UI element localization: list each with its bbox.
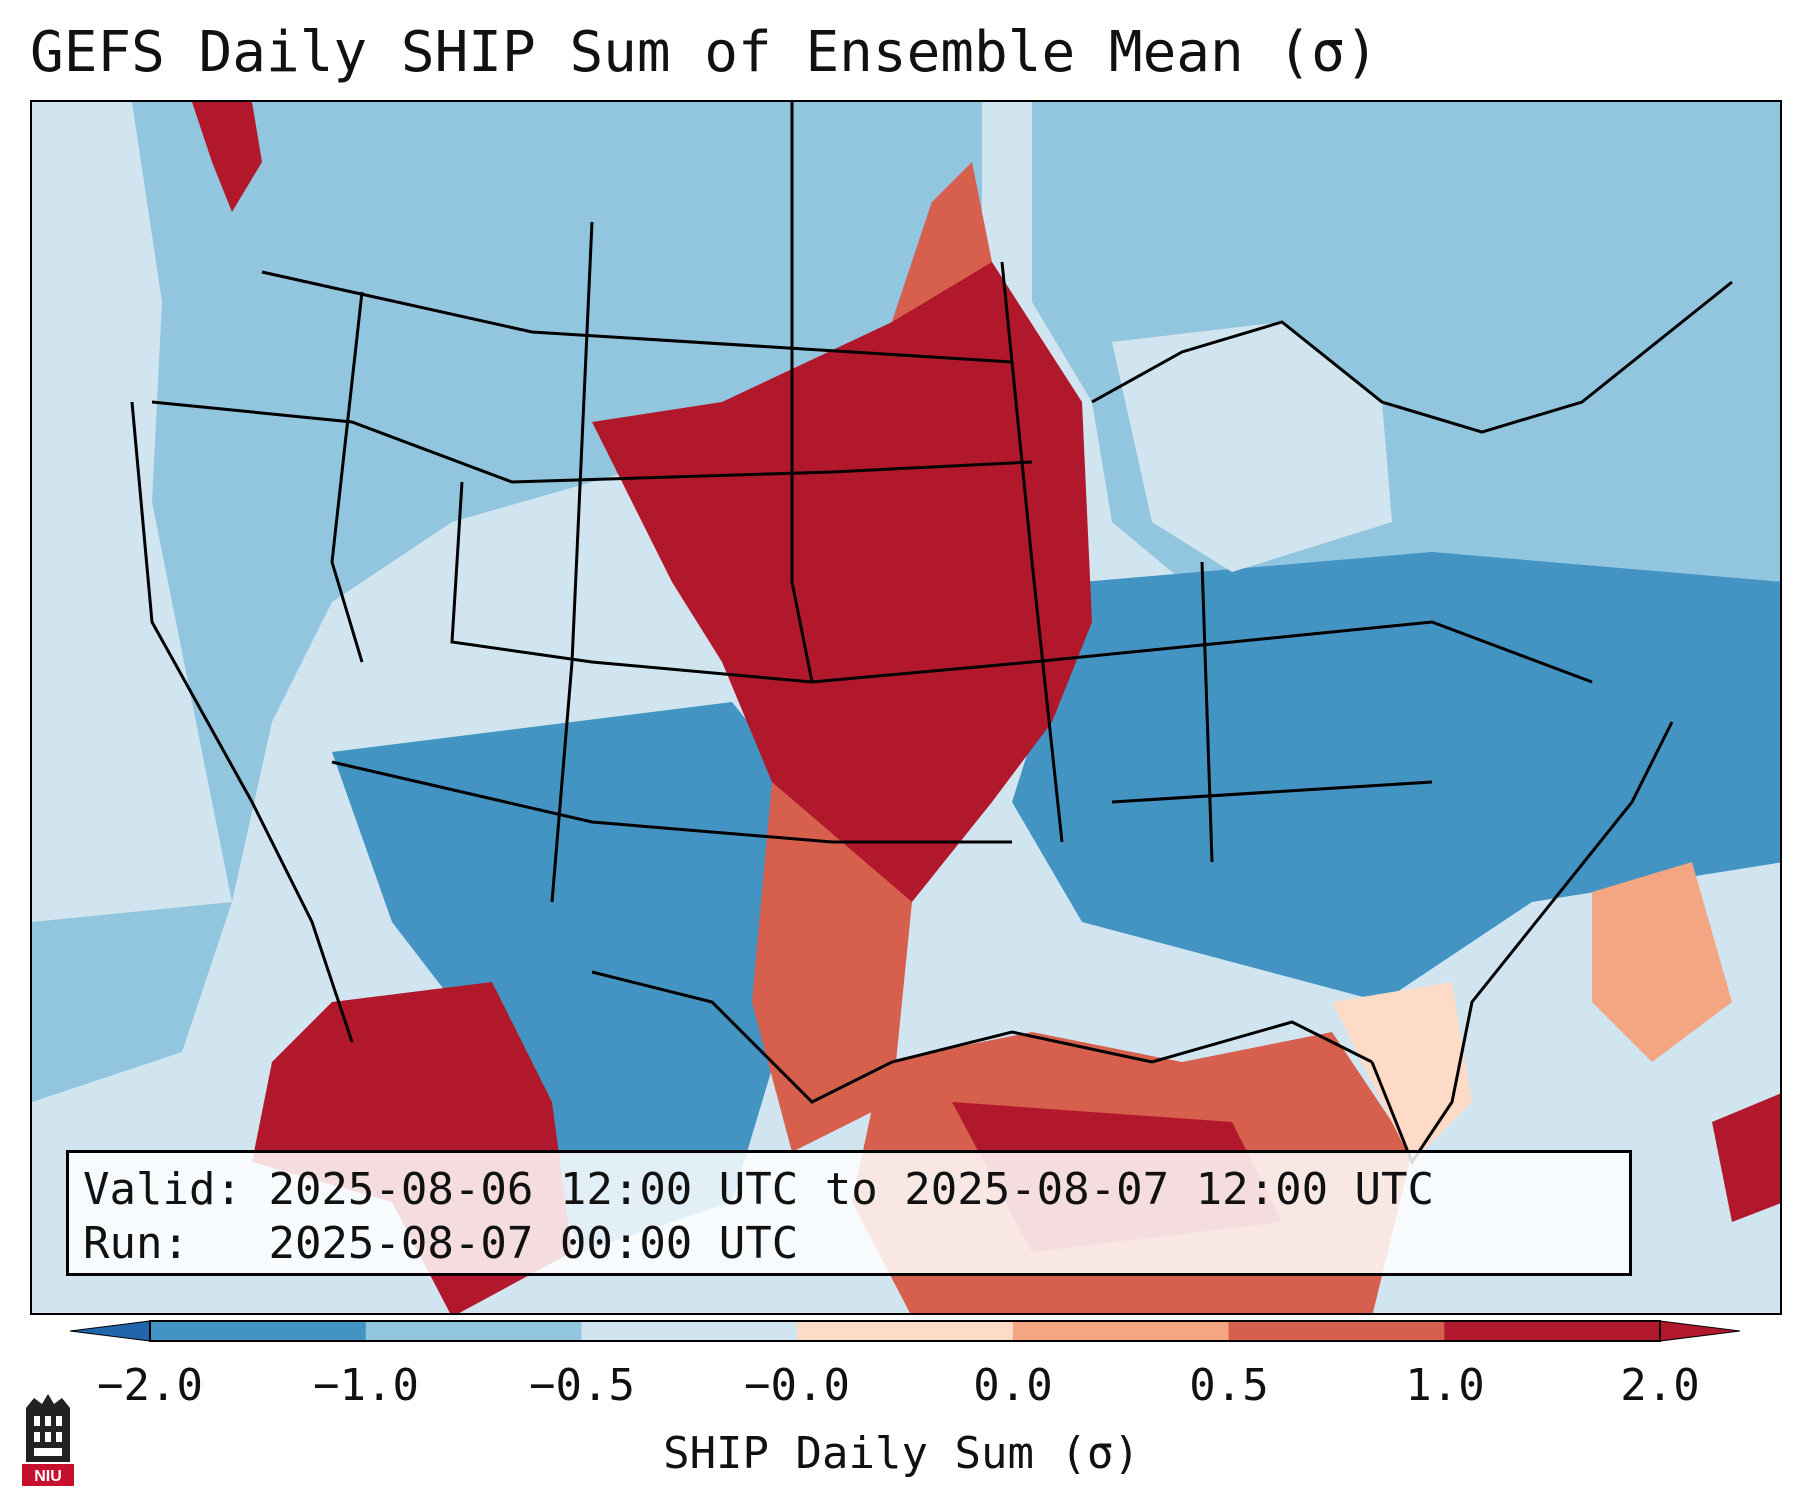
colorbar-segment [150, 1321, 367, 1341]
atlantic-anomaly [1592, 862, 1732, 1062]
map-canvas [32, 102, 1780, 1313]
info-box: Valid: 2025-08-06 12:00 UTC to 2025-08-0… [66, 1150, 1632, 1276]
colorbar-extend-right [1659, 1320, 1740, 1342]
tick-label: 0.5 [1189, 1360, 1269, 1411]
great-lakes-region [1112, 322, 1392, 572]
valid-value: 2025-08-06 12:00 UTC to 2025-08-07 12:00… [268, 1164, 1435, 1215]
colorbar-label: SHIP Daily Sum (σ) [663, 1428, 1140, 1479]
colorbar-segment [1444, 1321, 1661, 1341]
niu-logo: NIU [22, 1394, 74, 1486]
pacific-region [32, 102, 232, 922]
tick-label: −1.0 [313, 1360, 419, 1411]
colorbar [70, 1320, 1740, 1342]
northwest-region [32, 102, 982, 1102]
run-label: Run: [83, 1218, 189, 1269]
central-plains-anomaly [592, 202, 1092, 1052]
boundary-line [261, 270, 1013, 364]
tick-label: −2.0 [97, 1360, 203, 1411]
boundary-line [151, 400, 1033, 484]
tick-label: 1.0 [1405, 1360, 1485, 1411]
colorbar-segment [1228, 1321, 1445, 1341]
map-title: GEFS Daily SHIP Sum of Ensemble Mean (σ) [30, 20, 1379, 85]
colorbar-segment [581, 1321, 798, 1341]
west-coast [130, 401, 354, 1043]
boundary-line [1031, 620, 1593, 684]
boundary-line [1000, 261, 1064, 843]
south-plains-anomaly [752, 782, 912, 1152]
boundary-line [550, 221, 594, 903]
boundary-line [330, 291, 364, 663]
pacific-northwest-anomaly [192, 102, 262, 212]
boundary-line [450, 481, 1033, 684]
colorbar-ticks: −2.0 −1.0 −0.5 −0.0 0.0 0.5 1.0 2.0 [0, 1360, 1803, 1420]
southwest-region [332, 702, 812, 1252]
gulf-coast [591, 970, 1373, 1104]
tick-label: −0.5 [529, 1360, 635, 1411]
caribbean-anomaly [1712, 1093, 1780, 1222]
colorbar-segment [365, 1321, 582, 1341]
valid-label: Valid: [83, 1164, 242, 1215]
boundary-line [1200, 561, 1214, 863]
colorbar-extend-left [70, 1320, 151, 1342]
run-value: 2025-08-07 00:00 UTC [268, 1218, 799, 1269]
boundary-line [331, 760, 1012, 844]
tick-label: 2.0 [1620, 1360, 1700, 1411]
colorbar-outline [149, 1320, 1661, 1342]
north-plains-anomaly [892, 162, 992, 322]
northern-border [1091, 280, 1733, 434]
boundary-line [1111, 780, 1433, 804]
colorbar-segment [1012, 1321, 1230, 1341]
logo-text: NIU [34, 1468, 62, 1485]
florida-anomaly [1332, 982, 1472, 1162]
tick-label: −0.0 [744, 1360, 850, 1411]
colorbar-segment [797, 1321, 1014, 1341]
anomaly-map [30, 100, 1782, 1315]
boundary-line [790, 102, 814, 683]
tick-label: 0.0 [973, 1360, 1053, 1411]
